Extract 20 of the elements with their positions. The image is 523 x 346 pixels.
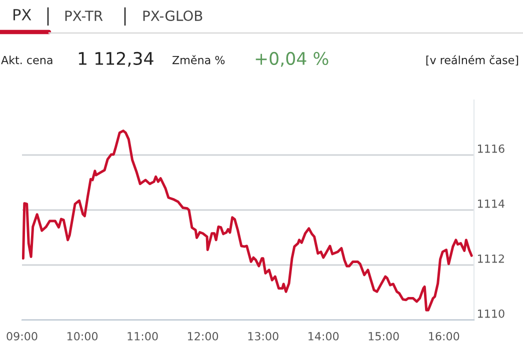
text: PX-GLOB [143, 10, 202, 22]
x-tick-label: 09:00 [6, 332, 38, 340]
x-tick-label: 10:00 [67, 332, 98, 340]
x-tick-label: 13:00 [248, 332, 278, 340]
x-tick-label: 11:00 [128, 332, 158, 340]
text: Změna % [172, 55, 225, 64]
x-tick-label: 14:00 [308, 332, 339, 340]
text: PX-TR [65, 10, 103, 21]
text: +0,04 % [256, 52, 328, 67]
x-tick-label: 12:00 [188, 332, 218, 340]
text: [v reálném čase] [426, 55, 518, 66]
x-tick-label: 15:00 [368, 332, 399, 340]
y-tick-label: 1116 [478, 144, 504, 153]
y-tick-label: 1114 [478, 200, 504, 208]
chart-title: PX [14, 9, 32, 20]
x-tick-label: 16:00 [429, 332, 460, 340]
text: Akt. cena [1, 56, 52, 64]
y-tick-label: 1110 [478, 309, 504, 318]
text: 1 112,34 [78, 52, 154, 67]
y-tick-label: 1112 [478, 254, 504, 263]
